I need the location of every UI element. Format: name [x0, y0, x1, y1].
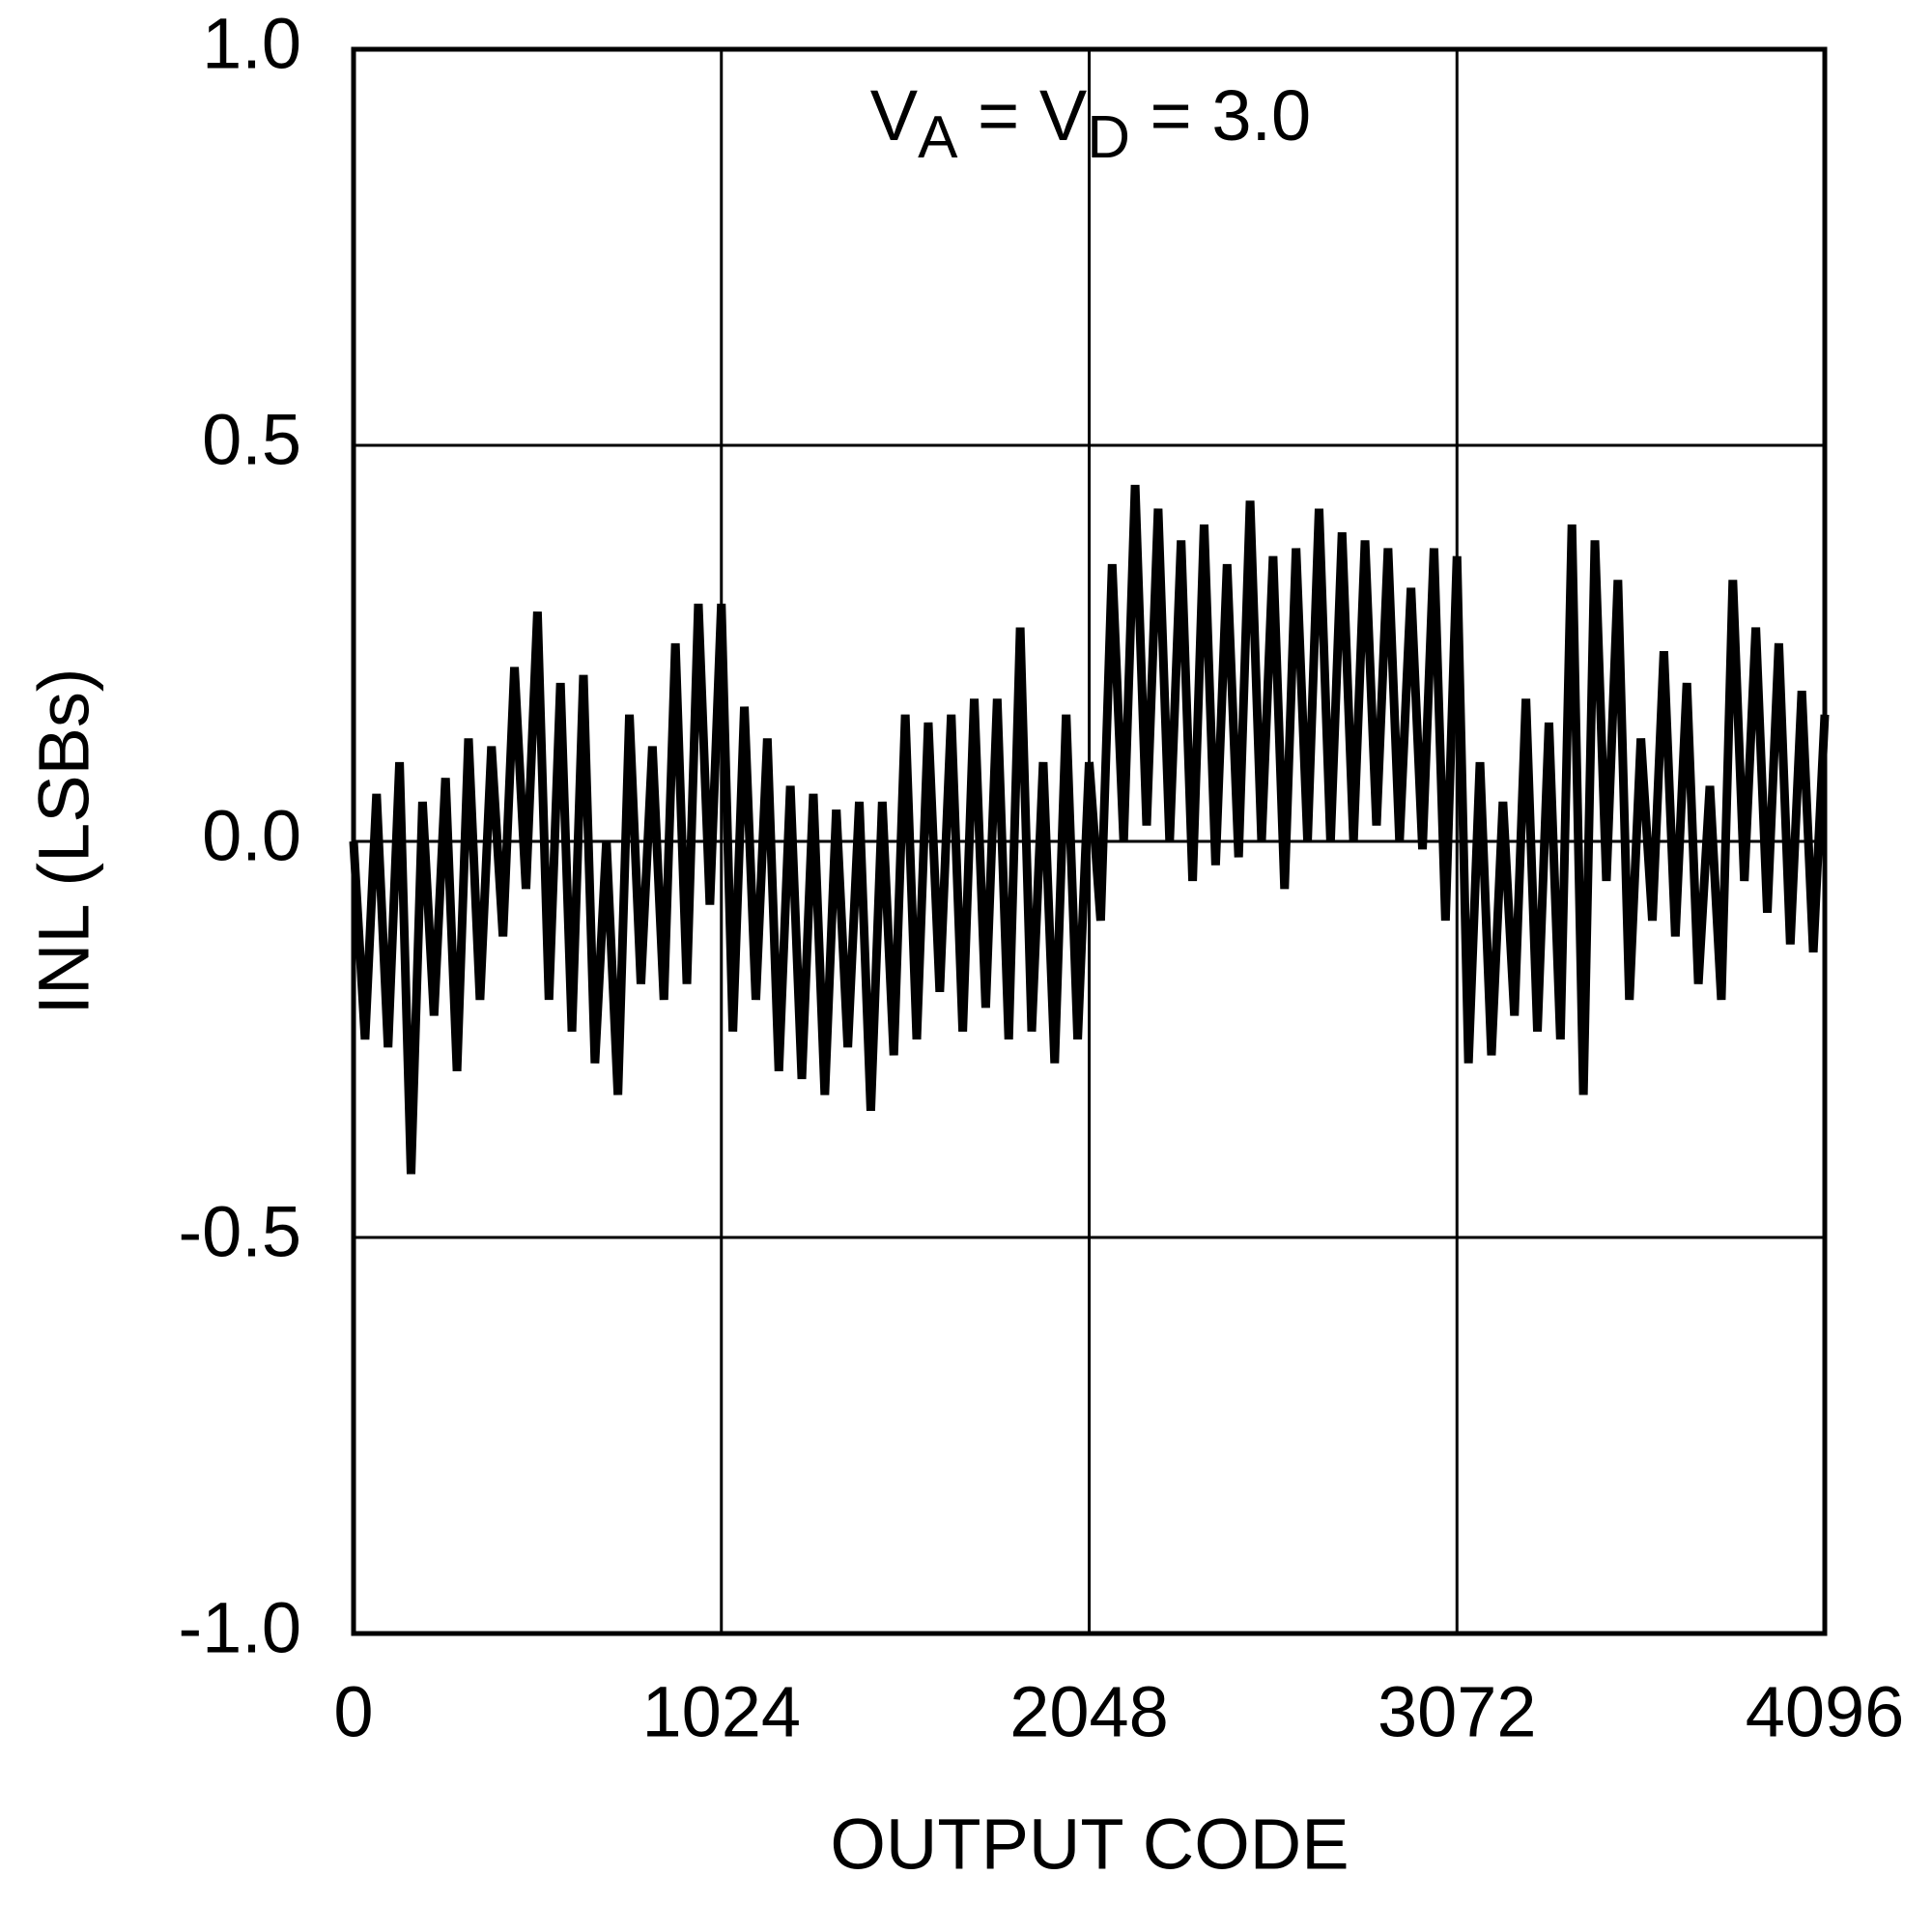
- y-tick-label: 1.0: [202, 4, 301, 84]
- y-tick-label: -1.0: [178, 1588, 301, 1668]
- x-tick-label: 2048: [1009, 1672, 1169, 1752]
- x-tick-label: 0: [333, 1672, 373, 1752]
- plot-frame: [351, 46, 1828, 1636]
- annotation-part: = 3.0: [1130, 75, 1311, 156]
- annotation-part: = V: [958, 75, 1088, 156]
- annotation: VA = VD = 3.0: [870, 75, 1311, 172]
- data-line: [349, 484, 1830, 1175]
- x-tick-label: 3072: [1378, 1672, 1537, 1752]
- y-tick-label: 0.0: [202, 796, 301, 876]
- x-tick-label: 4096: [1746, 1672, 1905, 1752]
- y-axis-label: INL (LSBs): [24, 668, 104, 1014]
- x-tick-label: 1024: [641, 1672, 801, 1752]
- x-axis-label: OUTPUT CODE: [830, 1804, 1349, 1885]
- y-tick-label: 0.5: [202, 400, 301, 480]
- annotation-part: A: [918, 104, 958, 171]
- annotation-part: D: [1087, 104, 1130, 171]
- y-tick-label: -0.5: [178, 1192, 301, 1272]
- annotation-part: V: [870, 75, 919, 156]
